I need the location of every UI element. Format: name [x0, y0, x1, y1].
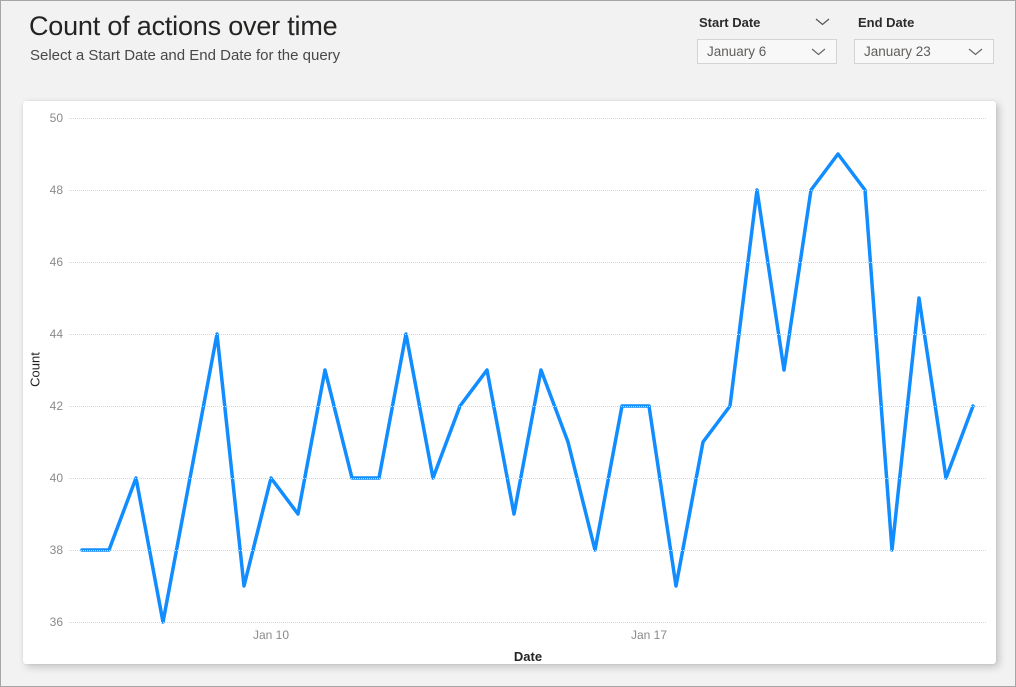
start-date-value: January 6	[707, 44, 767, 59]
chevron-down-icon[interactable]	[815, 18, 830, 26]
y-tick-label: 38	[49, 543, 63, 557]
start-date-slicer-label: Start Date	[699, 15, 761, 30]
chevron-down-icon	[811, 48, 826, 56]
chart-card: Count Date 50 48 46 44 42 40 38 36 Jan 10 Jan 17	[23, 101, 996, 664]
page-title: Count of actions over time	[29, 11, 338, 41]
x-tick-label: Jan 10	[252, 628, 290, 642]
start-date-dropdown[interactable]: January 6	[697, 39, 837, 64]
y-tick-label: 36	[49, 615, 63, 629]
line-chart[interactable]	[61, 111, 991, 651]
x-tick-label: Jan 17	[630, 628, 668, 642]
chevron-down-icon	[968, 48, 983, 56]
y-tick-label: 50	[49, 111, 63, 125]
end-date-slicer-label: End Date	[858, 15, 915, 30]
gridline	[69, 478, 986, 479]
gridline	[69, 118, 986, 119]
x-axis-title: Date	[513, 649, 543, 664]
end-date-value: January 23	[864, 44, 931, 59]
gridline	[69, 406, 986, 407]
gridline	[69, 190, 986, 191]
y-tick-label: 46	[49, 255, 63, 269]
gridline	[69, 262, 986, 263]
end-date-dropdown[interactable]: January 23	[854, 39, 994, 64]
y-tick-label: 48	[49, 183, 63, 197]
y-tick-label: 44	[49, 327, 63, 341]
gridline	[69, 622, 986, 623]
y-axis-title: Count	[27, 352, 43, 387]
y-tick-label: 42	[49, 399, 63, 413]
y-tick-label: 40	[49, 471, 63, 485]
gridline	[69, 334, 986, 335]
count-line-series[interactable]	[80, 152, 975, 624]
gridline	[69, 550, 986, 551]
page-subtitle: Select a Start Date and End Date for the…	[30, 47, 341, 64]
